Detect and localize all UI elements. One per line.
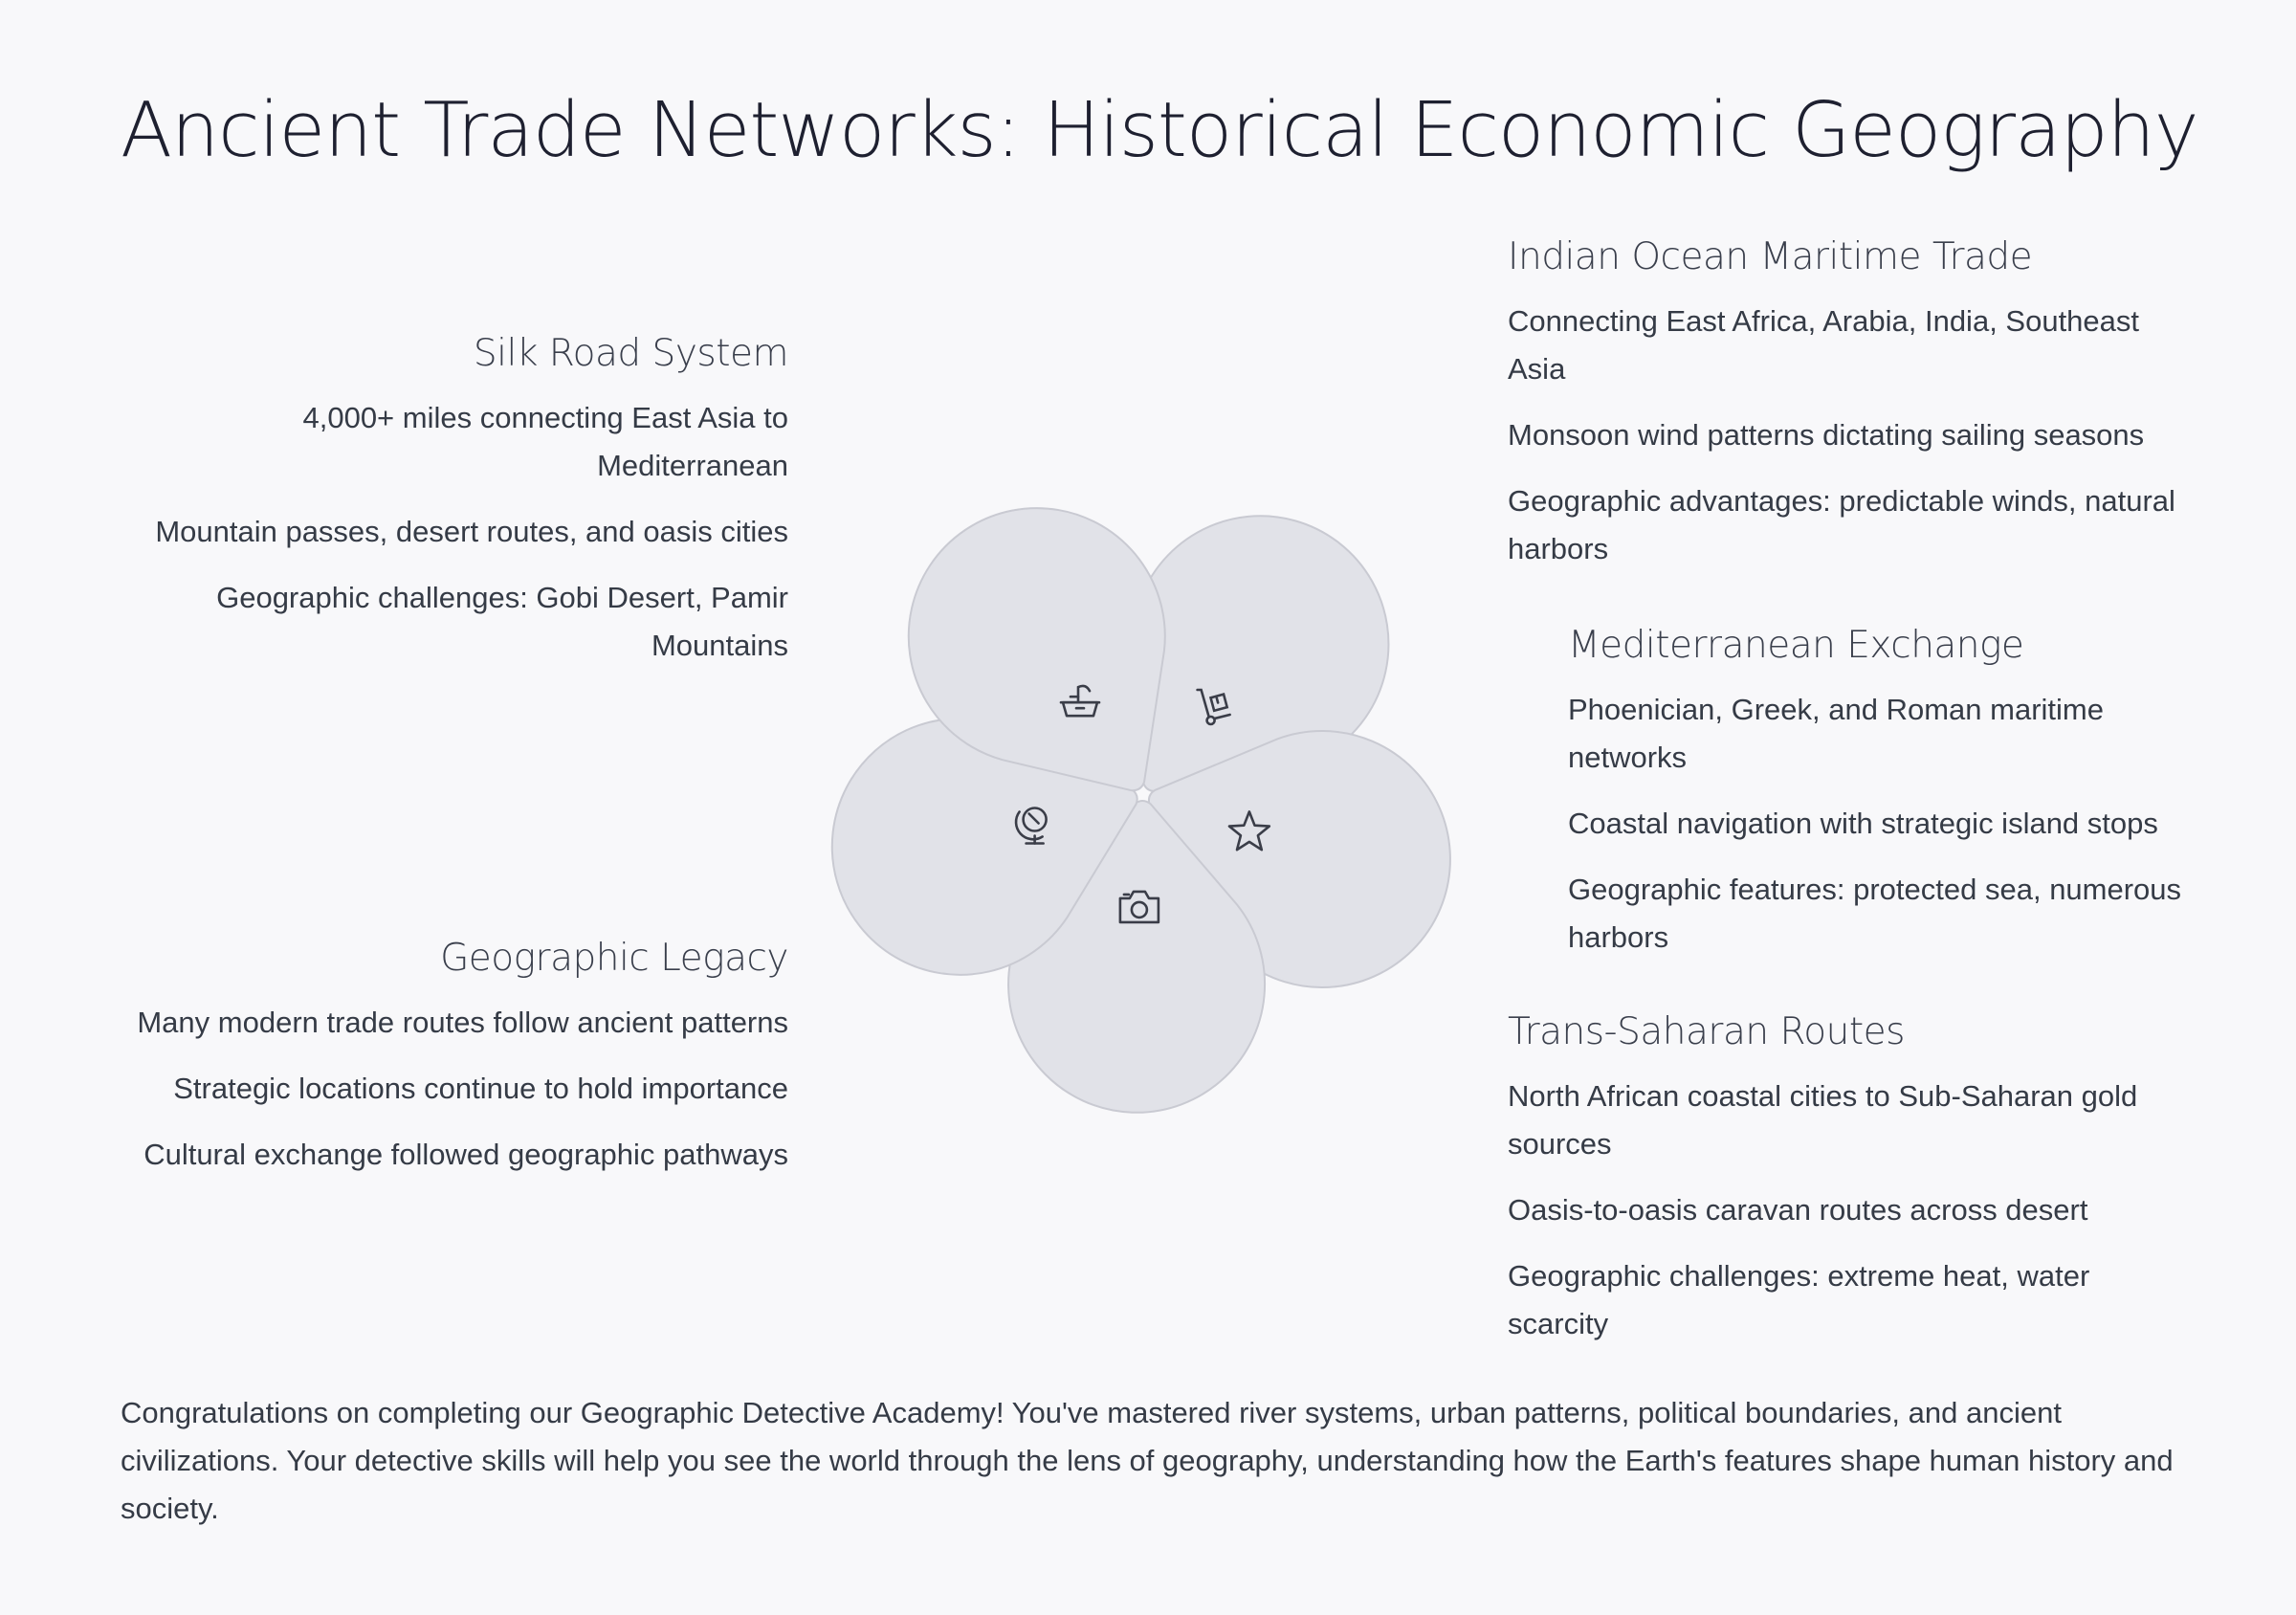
list-item: Many modern trade routes follow ancient … [137,1006,788,1039]
section-trans-saharan: Trans-Saharan Routes North African coast… [1508,1007,2187,1366]
list-item: Monsoon wind patterns dictating sailing … [1508,418,2145,452]
section-geographic-legacy: Geographic Legacy Many modern trade rout… [121,934,788,1197]
list-item: Geographic challenges: Gobi Desert, Pami… [216,581,788,662]
star-icon [1227,810,1271,852]
basket-icon [1059,684,1101,718]
section-indian-ocean: Indian Ocean Maritime Trade Connecting E… [1508,232,2187,591]
hand-truck-icon [1196,688,1231,726]
list-item: Connecting East Africa, Arabia, India, S… [1508,304,2140,386]
section-title: Mediterranean Exchange [1568,624,2024,667]
list-item: Cultural exchange followed geographic pa… [144,1138,788,1171]
list-item: Mountain passes, desert routes, and oasi… [155,515,788,548]
list-item: Coastal navigation with strategic island… [1568,807,2158,840]
closing-message: Congratulations on completing our Geogra… [121,1396,2174,1525]
globe-icon [1014,807,1048,845]
section-list: Connecting East Africa, Arabia, India, S… [1508,298,2187,573]
petal-5 [907,507,1166,792]
page-title: Ancient Trade Networks: Historical Econo… [121,86,2198,174]
list-item: North African coastal cities to Sub-Saha… [1508,1079,2138,1161]
camera-icon [1118,890,1160,924]
section-mediterranean: Mediterranean Exchange Phoenician, Greek… [1568,621,2199,980]
list-item: Geographic features: protected sea, nume… [1568,873,2182,954]
list-item: Geographic advantages: predictable winds… [1508,484,2175,565]
list-item: 4,000+ miles connecting East Asia to Med… [302,401,788,482]
list-item: Phoenician, Greek, and Roman maritime ne… [1568,693,2104,774]
list-item: Strategic locations continue to hold imp… [173,1072,788,1105]
petal-diagram [830,507,1451,1114]
section-list: Many modern trade routes follow ancient … [121,999,788,1179]
section-title: Silk Road System [473,332,789,375]
section-list: Phoenician, Greek, and Roman maritime ne… [1568,686,2199,962]
section-title: Trans-Saharan Routes [1508,1010,1905,1053]
list-item: Geographic challenges: extreme heat, wat… [1508,1259,2090,1340]
section-list: 4,000+ miles connecting East Asia to Med… [121,394,788,670]
section-silk-road: Silk Road System 4,000+ miles connecting… [121,329,788,688]
section-title: Geographic Legacy [440,937,788,980]
section-list: North African coastal cities to Sub-Saha… [1508,1073,2187,1348]
list-item: Oasis-to-oasis caravan routes across des… [1508,1193,2088,1227]
section-title: Indian Ocean Maritime Trade [1508,235,2033,278]
